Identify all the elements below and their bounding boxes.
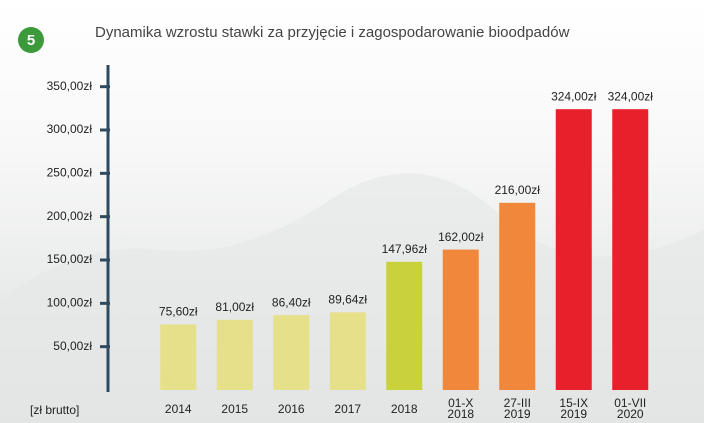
x-tick-label: 2014: [165, 402, 192, 416]
bar: [442, 249, 479, 390]
value-label: 216,00zł: [495, 183, 541, 197]
badge-circle: [18, 27, 44, 53]
x-tick-label: 27-III 2019: [504, 396, 531, 421]
x-tick-label: 2016: [278, 402, 305, 416]
y-tick-label: 100,00zł: [47, 296, 93, 310]
bar: [216, 319, 253, 390]
x-tick-label: 2015: [221, 402, 248, 416]
value-label: 147,96zł: [382, 242, 428, 256]
y-tick-label: 200,00zł: [47, 209, 93, 223]
value-label: 324,00zł: [608, 89, 654, 103]
bar: [273, 315, 310, 390]
bar: [555, 109, 592, 390]
value-label: 324,00zł: [551, 89, 597, 103]
x-tick-label: 15-IX 2019: [559, 396, 588, 421]
chart-title: Dynamika wzrostu stawki za przyjęcie i z…: [95, 24, 570, 41]
y-tick-label: 150,00zł: [47, 252, 93, 266]
value-label: 81,00zł: [215, 300, 254, 314]
x-tick-label: 2018: [391, 402, 418, 416]
y-tick-label: 250,00zł: [47, 166, 93, 180]
bar: [499, 202, 536, 390]
x-tick-label: 2017: [334, 402, 361, 416]
bar: [386, 261, 423, 390]
bar: [160, 324, 197, 390]
value-label: 75,60zł: [159, 305, 198, 319]
y-tick-label: 50,00zł: [53, 339, 92, 353]
value-label: 89,64zł: [328, 292, 367, 306]
y-tick-label: 300,00zł: [47, 122, 93, 136]
value-label: 86,40zł: [272, 295, 311, 309]
y-axis-label: [zł brutto]: [30, 403, 79, 417]
badge-number: 5: [27, 32, 35, 49]
value-label: 162,00zł: [438, 230, 484, 244]
x-tick-label: 01-VII 2020: [614, 396, 646, 421]
y-tick-label: 350,00zł: [47, 79, 93, 93]
x-tick-label: 01-X 2018: [447, 396, 474, 421]
bar: [329, 312, 366, 390]
bar: [612, 109, 649, 390]
